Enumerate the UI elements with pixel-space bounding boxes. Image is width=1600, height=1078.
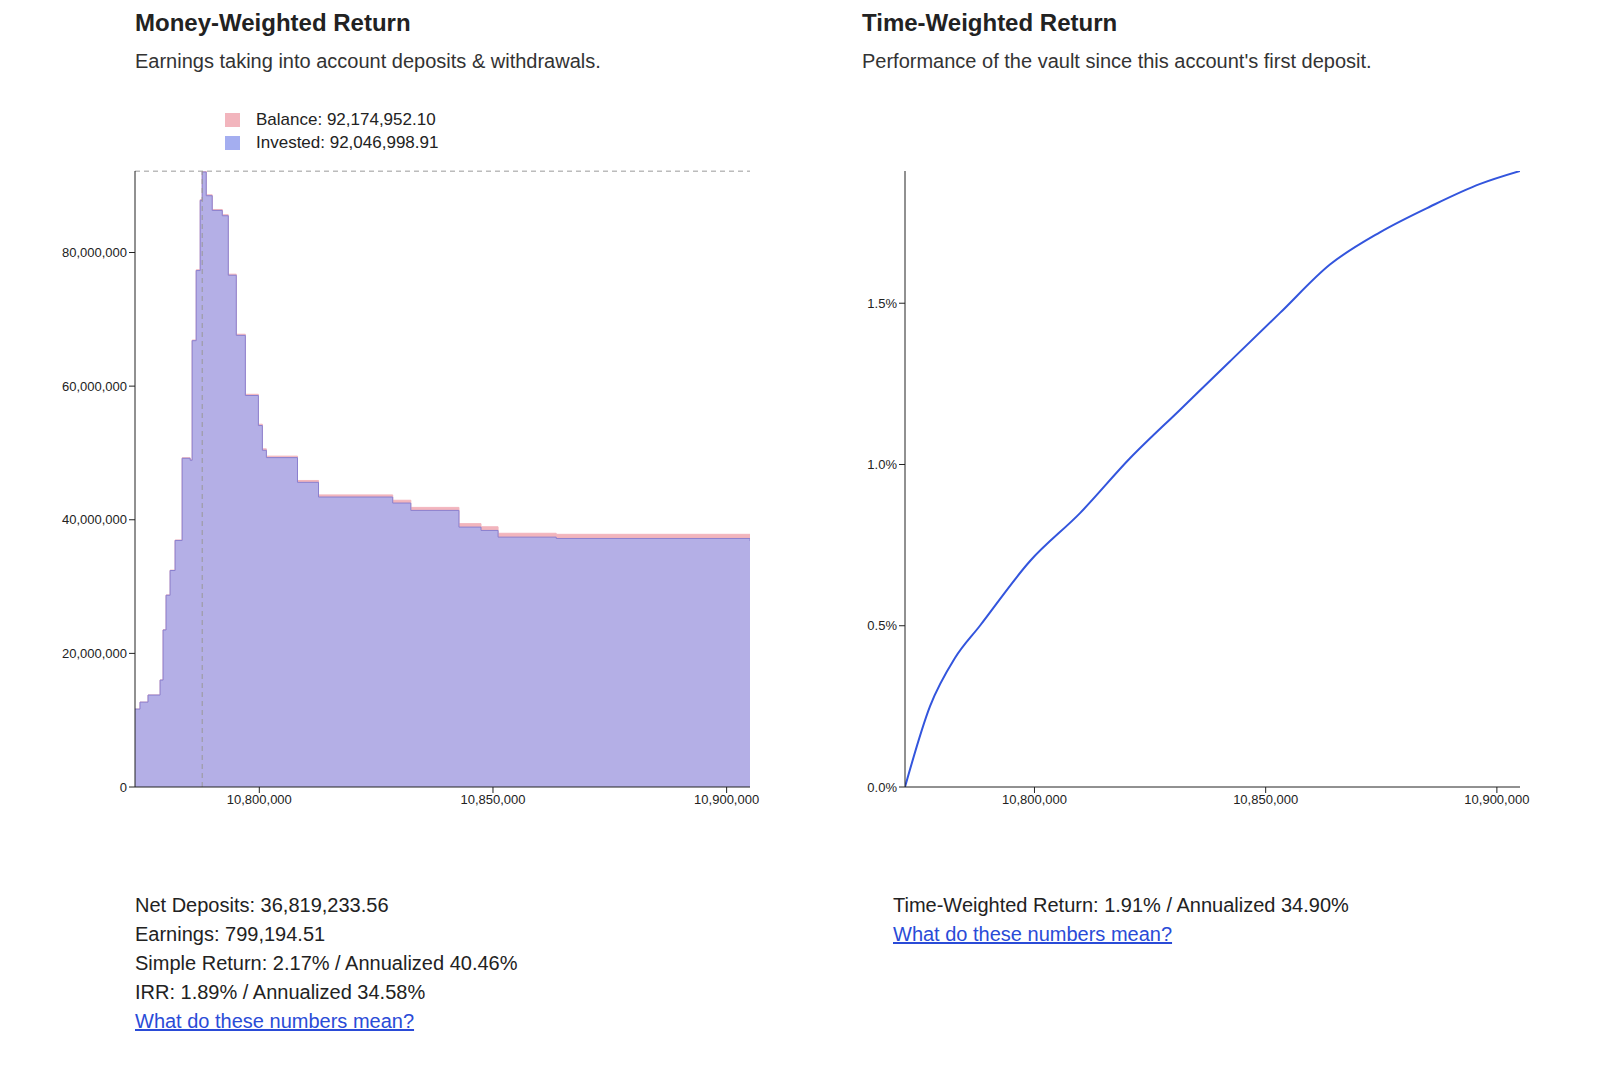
html-text:Time-Weighted Return: 1.91% /: Time-Weighted Return: 1.91% / Annualized… <box>893 894 1349 916</box>
html-text:Net Deposits: 36,819,233.56: Net Deposits: 36,819,233.56 <box>135 894 389 916</box>
svg-text:10,850,000: 10,850,000 <box>460 792 525 807</box>
svg-text:40,000,000: 40,000,000 <box>62 512 127 527</box>
html-text:Invested: 92,046,998.91: Invested: 92,046,998.91 <box>256 133 439 152</box>
html-text:Time-Weighted Return: Time-Weighted Return <box>862 9 1118 36</box>
html-text:Earnings taking into account d: Earnings taking into account deposits & … <box>135 50 601 72</box>
svg-text:10,900,000: 10,900,000 <box>694 792 759 807</box>
svg-text:10,850,000: 10,850,000 <box>1233 792 1298 807</box>
html-text:What do these numbers mean?: What do these numbers mean? <box>135 1010 414 1032</box>
svg-text:1.0%: 1.0% <box>867 457 897 472</box>
html-text:Balance: 92,174,952.10: Balance: 92,174,952.10 <box>256 110 436 129</box>
svg-text:10,800,000: 10,800,000 <box>1002 792 1067 807</box>
svg-text:10,900,000: 10,900,000 <box>1464 792 1529 807</box>
svg-text:0: 0 <box>120 780 127 795</box>
html-text:Money-Weighted Return: Money-Weighted Return <box>135 9 411 36</box>
svg-text:1.5%: 1.5% <box>867 296 897 311</box>
html-text:Earnings: 799,194.51: Earnings: 799,194.51 <box>135 923 326 945</box>
html-text:Performance of the vault since: Performance of the vault since this acco… <box>862 50 1372 72</box>
html-text:What do these numbers mean?: What do these numbers mean? <box>893 923 1172 945</box>
svg-text:10,800,000: 10,800,000 <box>227 792 292 807</box>
svg-text:20,000,000: 20,000,000 <box>62 646 127 661</box>
svg-text:80,000,000: 80,000,000 <box>62 245 127 260</box>
html-text:Simple Return: 2.17% / Annuali: Simple Return: 2.17% / Annualized 40.46% <box>135 952 518 974</box>
svg-text:0.0%: 0.0% <box>867 780 897 795</box>
svg-text:60,000,000: 60,000,000 <box>62 379 127 394</box>
svg-text:0.5%: 0.5% <box>867 618 897 633</box>
html-text:IRR: 1.89% / Annualized 34.58%: IRR: 1.89% / Annualized 34.58% <box>135 981 426 1003</box>
